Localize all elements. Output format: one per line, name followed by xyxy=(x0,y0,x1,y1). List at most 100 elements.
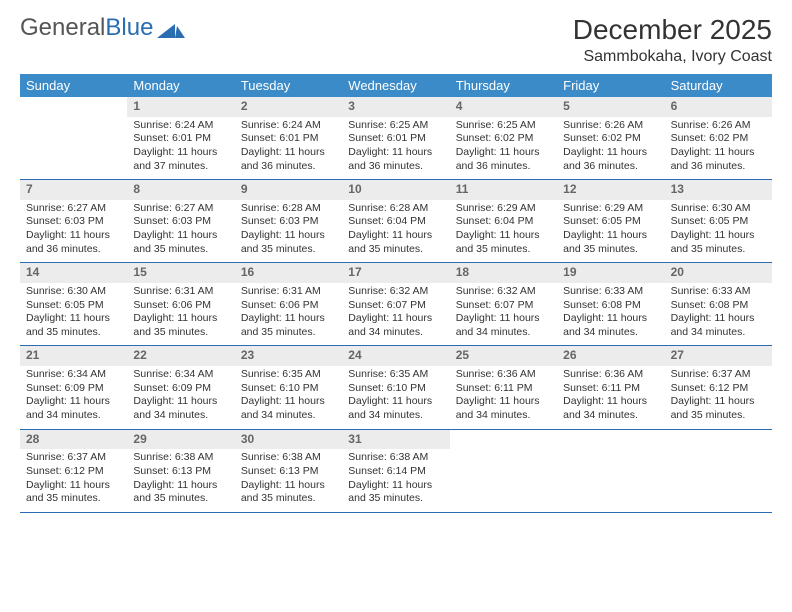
day-number: 7 xyxy=(20,180,127,200)
day-info: Sunrise: 6:38 AMSunset: 6:14 PMDaylight:… xyxy=(342,449,449,512)
day-ss: Sunset: 6:11 PM xyxy=(456,382,551,396)
day-ss: Sunset: 6:05 PM xyxy=(26,299,121,313)
day-sr: Sunrise: 6:37 AM xyxy=(26,451,121,465)
day-info: Sunrise: 6:33 AMSunset: 6:08 PMDaylight:… xyxy=(557,283,664,346)
day-sr: Sunrise: 6:35 AM xyxy=(348,368,443,382)
logo-text-blue: Blue xyxy=(105,14,153,42)
day-cell: 26Sunrise: 6:36 AMSunset: 6:11 PMDayligh… xyxy=(557,346,664,428)
day-sr: Sunrise: 6:32 AM xyxy=(348,285,443,299)
day-ss: Sunset: 6:06 PM xyxy=(133,299,228,313)
day-dl: Daylight: 11 hours and 36 minutes. xyxy=(671,146,766,173)
day-ss: Sunset: 6:10 PM xyxy=(241,382,336,396)
dow-sun: Sunday xyxy=(20,74,127,97)
day-info: Sunrise: 6:35 AMSunset: 6:10 PMDaylight:… xyxy=(342,366,449,429)
day-info: Sunrise: 6:36 AMSunset: 6:11 PMDaylight:… xyxy=(557,366,664,429)
day-ss: Sunset: 6:03 PM xyxy=(241,215,336,229)
day-cell: 30Sunrise: 6:38 AMSunset: 6:13 PMDayligh… xyxy=(235,430,342,512)
day-sr: Sunrise: 6:28 AM xyxy=(241,202,336,216)
day-cell: 16Sunrise: 6:31 AMSunset: 6:06 PMDayligh… xyxy=(235,263,342,345)
day-number: 31 xyxy=(342,430,449,450)
day-sr: Sunrise: 6:30 AM xyxy=(26,285,121,299)
day-dl: Daylight: 11 hours and 35 minutes. xyxy=(133,229,228,256)
day-cell: 5Sunrise: 6:26 AMSunset: 6:02 PMDaylight… xyxy=(557,97,664,179)
day-dl: Daylight: 11 hours and 35 minutes. xyxy=(456,229,551,256)
day-dl: Daylight: 11 hours and 35 minutes. xyxy=(133,312,228,339)
day-number: 12 xyxy=(557,180,664,200)
week-row: 28Sunrise: 6:37 AMSunset: 6:12 PMDayligh… xyxy=(20,430,772,513)
day-cell: 24Sunrise: 6:35 AMSunset: 6:10 PMDayligh… xyxy=(342,346,449,428)
day-info: Sunrise: 6:27 AMSunset: 6:03 PMDaylight:… xyxy=(20,200,127,263)
day-number: 28 xyxy=(20,430,127,450)
day-cell: 14 Sunrise: 6:30 AMSunset: 6:05 PMDayligh… xyxy=(20,263,127,345)
day-ss: Sunset: 6:01 PM xyxy=(348,132,443,146)
day-cell: 25Sunrise: 6:36 AMSunset: 6:11 PMDayligh… xyxy=(450,346,557,428)
day-cell: 23Sunrise: 6:35 AMSunset: 6:10 PMDayligh… xyxy=(235,346,342,428)
day-info: Sunrise: 6:24 AMSunset: 6:01 PMDaylight:… xyxy=(235,117,342,180)
day-info: Sunrise: 6:28 AMSunset: 6:04 PMDaylight:… xyxy=(342,200,449,263)
day-info: Sunrise: 6:37 AMSunset: 6:12 PMDaylight:… xyxy=(20,449,127,512)
day-cell: 15Sunrise: 6:31 AMSunset: 6:06 PMDayligh… xyxy=(127,263,234,345)
day-dl: Daylight: 11 hours and 34 minutes. xyxy=(348,395,443,422)
day-number: 16 xyxy=(235,263,342,283)
week-row: 14Sunrise: 6:30 AMSunset: 6:05 PMDayligh… xyxy=(20,263,772,346)
day-sr: Sunrise: 6:33 AM xyxy=(563,285,658,299)
day-info: Sunrise: 6:34 AMSunset: 6:09 PMDaylight:… xyxy=(127,366,234,429)
day-number: 15 xyxy=(127,263,234,283)
day-info: Sunrise: 6:38 AMSunset: 6:13 PMDaylight:… xyxy=(235,449,342,512)
day-info: Sunrise: 6:28 AMSunset: 6:03 PMDaylight:… xyxy=(235,200,342,263)
day-sr: Sunrise: 6:34 AM xyxy=(26,368,121,382)
day-dl: Daylight: 11 hours and 34 minutes. xyxy=(26,395,121,422)
day-sr: Sunrise: 6:37 AM xyxy=(671,368,766,382)
day-dl: Daylight: 11 hours and 36 minutes. xyxy=(563,146,658,173)
day-number: 5 xyxy=(557,97,664,117)
day-dl: Daylight: 11 hours and 34 minutes. xyxy=(241,395,336,422)
day-ss: Sunset: 6:08 PM xyxy=(563,299,658,313)
day-cell: 8Sunrise: 6:27 AMSunset: 6:03 PMDaylight… xyxy=(127,180,234,262)
day-sr: Sunrise: 6:27 AM xyxy=(133,202,228,216)
day-info: Sunrise: 6:37 AMSunset: 6:12 PMDaylight:… xyxy=(665,366,772,429)
logo-mark-icon xyxy=(157,18,185,38)
dow-wed: Wednesday xyxy=(342,74,449,97)
day-sr: Sunrise: 6:27 AM xyxy=(26,202,121,216)
day-cell: 10Sunrise: 6:28 AMSunset: 6:04 PMDayligh… xyxy=(342,180,449,262)
day-dl: Daylight: 11 hours and 35 minutes. xyxy=(241,312,336,339)
logo-text-general: General xyxy=(20,14,105,42)
week-row: 21Sunrise: 6:34 AMSunset: 6:09 PMDayligh… xyxy=(20,346,772,429)
day-number: 14 xyxy=(20,263,127,283)
day-dl: Daylight: 11 hours and 36 minutes. xyxy=(348,146,443,173)
day-info: Sunrise: 6:29 AMSunset: 6:04 PMDaylight:… xyxy=(450,200,557,263)
day-cell: 20Sunrise: 6:33 AMSunset: 6:08 PMDayligh… xyxy=(665,263,772,345)
day-dl: Daylight: 11 hours and 35 minutes. xyxy=(241,229,336,256)
page-title: December 2025 xyxy=(573,14,772,46)
day-number: 23 xyxy=(235,346,342,366)
day-ss: Sunset: 6:07 PM xyxy=(348,299,443,313)
dow-header: Sunday Monday Tuesday Wednesday Thursday… xyxy=(20,74,772,97)
day-sr: Sunrise: 6:24 AM xyxy=(133,119,228,133)
day-cell xyxy=(450,430,557,512)
day-ss: Sunset: 6:01 PM xyxy=(133,132,228,146)
day-dl: Daylight: 11 hours and 34 minutes. xyxy=(348,312,443,339)
day-ss: Sunset: 6:08 PM xyxy=(671,299,766,313)
day-ss: Sunset: 6:03 PM xyxy=(133,215,228,229)
day-sr: Sunrise: 6:25 AM xyxy=(348,119,443,133)
day-dl: Daylight: 11 hours and 35 minutes. xyxy=(26,312,121,339)
day-cell: 17Sunrise: 6:32 AMSunset: 6:07 PMDayligh… xyxy=(342,263,449,345)
day-number xyxy=(450,430,557,450)
day-info: Sunrise: 6:36 AMSunset: 6:11 PMDaylight:… xyxy=(450,366,557,429)
day-ss: Sunset: 6:09 PM xyxy=(26,382,121,396)
day-info: Sunrise: 6:35 AMSunset: 6:10 PMDaylight:… xyxy=(235,366,342,429)
day-sr: Sunrise: 6:32 AM xyxy=(456,285,551,299)
day-ss: Sunset: 6:04 PM xyxy=(456,215,551,229)
day-number: 30 xyxy=(235,430,342,450)
day-number: 4 xyxy=(450,97,557,117)
day-ss: Sunset: 6:01 PM xyxy=(241,132,336,146)
dow-fri: Friday xyxy=(557,74,664,97)
day-ss: Sunset: 6:13 PM xyxy=(241,465,336,479)
day-sr: Sunrise: 6:36 AM xyxy=(563,368,658,382)
day-ss: Sunset: 6:12 PM xyxy=(26,465,121,479)
day-dl: Daylight: 11 hours and 35 minutes. xyxy=(348,229,443,256)
day-cell: 18Sunrise: 6:32 AMSunset: 6:07 PMDayligh… xyxy=(450,263,557,345)
day-dl: Daylight: 11 hours and 34 minutes. xyxy=(671,312,766,339)
day-number: 3 xyxy=(342,97,449,117)
day-sr: Sunrise: 6:26 AM xyxy=(671,119,766,133)
